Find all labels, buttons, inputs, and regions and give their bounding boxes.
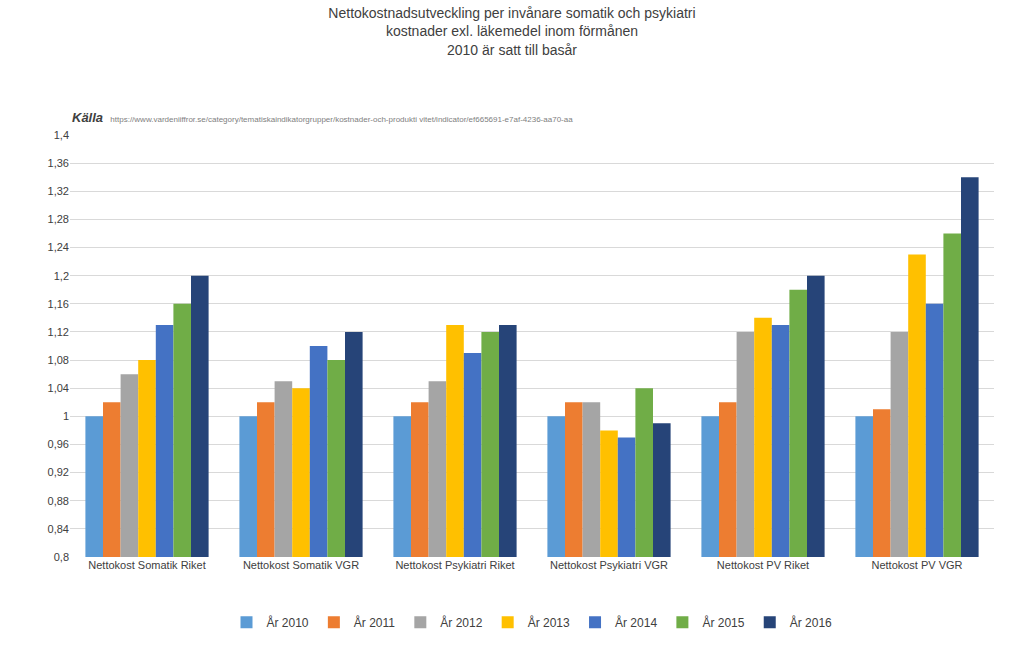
- svg-text:1,16: 1,16: [48, 298, 69, 310]
- svg-text:Nettokost Somatik VGR: Nettokost Somatik VGR: [243, 559, 359, 571]
- svg-text:0,8: 0,8: [54, 551, 69, 563]
- svg-text:1,24: 1,24: [48, 241, 69, 253]
- svg-text:1: 1: [63, 410, 69, 422]
- svg-text:Nettokost PV VGR: Nettokost PV VGR: [871, 559, 962, 571]
- svg-text:Nettokost Psykiatri VGR: Nettokost Psykiatri VGR: [550, 559, 668, 571]
- svg-text:År 2015: År 2015: [702, 615, 744, 630]
- svg-text:1,12: 1,12: [48, 326, 69, 338]
- svg-text:År 2010: År 2010: [267, 615, 309, 630]
- svg-text:0,84: 0,84: [48, 523, 69, 535]
- svg-text:1,2: 1,2: [54, 270, 69, 282]
- svg-text:Nettokost Psykiatri Riket: Nettokost Psykiatri Riket: [395, 559, 514, 571]
- svg-text:År 2013: År 2013: [528, 615, 570, 630]
- svg-text:År 2014: År 2014: [615, 615, 657, 630]
- svg-text:1,04: 1,04: [48, 382, 69, 394]
- svg-text:Nettokost Somatik Riket: Nettokost Somatik Riket: [88, 559, 205, 571]
- svg-text:1,4: 1,4: [54, 129, 69, 141]
- svg-text:Källa https://www.vardeniiffr: Källa https://www.vardeniiffror.se/categ…: [72, 110, 573, 125]
- svg-text:0,96: 0,96: [48, 438, 69, 450]
- svg-text:Nettokostnadsutveckling per in: Nettokostnadsutveckling per invånare som…: [328, 5, 695, 57]
- svg-text:0,88: 0,88: [48, 495, 69, 507]
- svg-text:År 2012: År 2012: [440, 615, 482, 630]
- svg-text:1,28: 1,28: [48, 213, 69, 225]
- svg-text:0,92: 0,92: [48, 466, 69, 478]
- svg-text:1,08: 1,08: [48, 354, 69, 366]
- svg-text:1,36: 1,36: [48, 157, 69, 169]
- svg-text:1,32: 1,32: [48, 185, 69, 197]
- svg-text:Nettokost PV Riket: Nettokost PV Riket: [717, 559, 809, 571]
- svg-text:År 2016: År 2016: [790, 615, 832, 630]
- svg-text:År 2011: År 2011: [354, 615, 395, 630]
